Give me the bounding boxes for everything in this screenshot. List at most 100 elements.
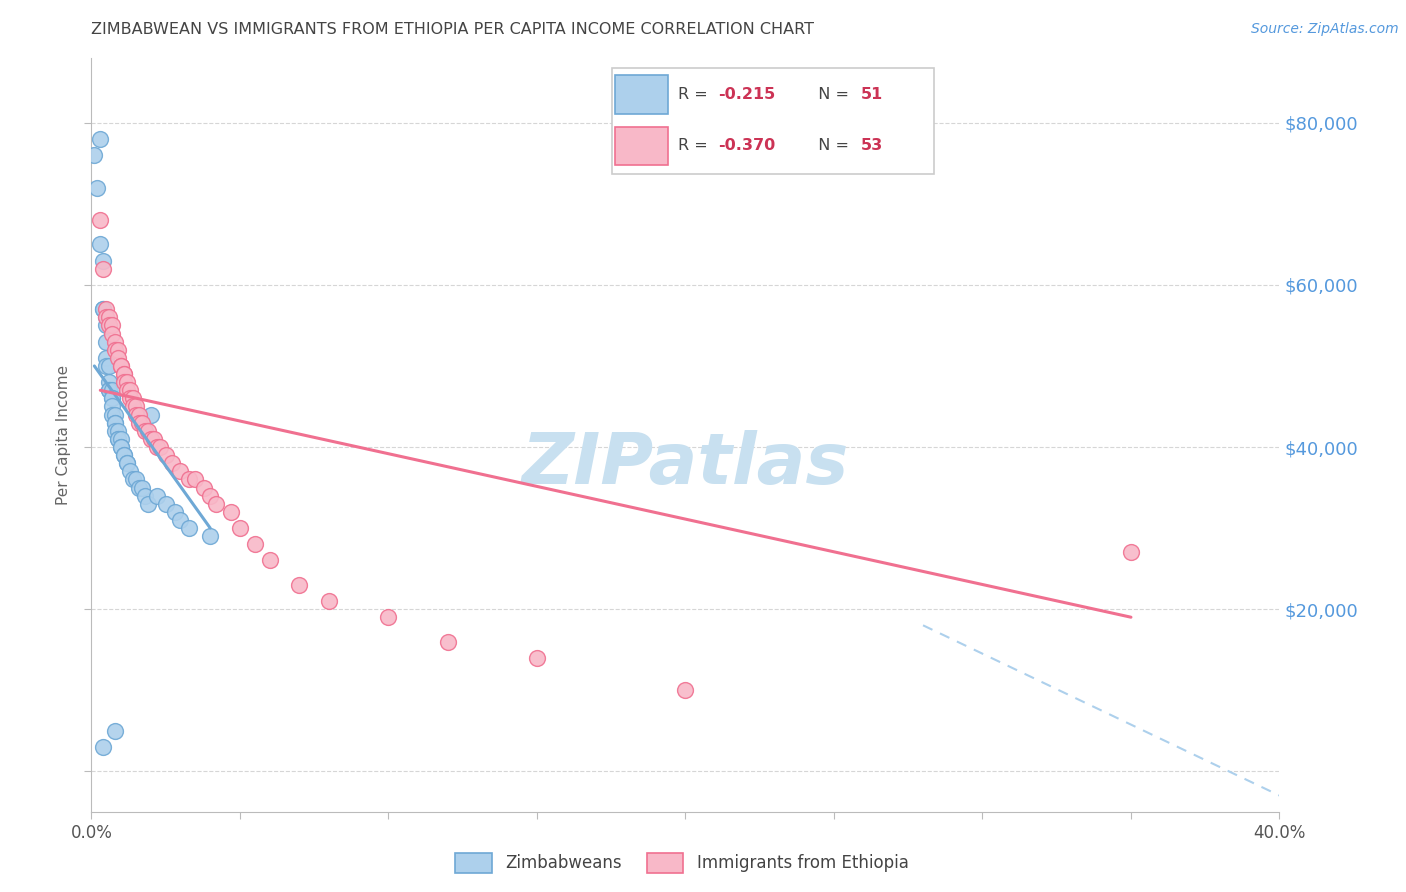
Point [200,489,222,503]
Point [96,359,118,373]
Text: ZIPatlas: ZIPatlas [522,431,849,500]
Point [160,456,183,470]
Point [115,456,138,470]
Point [112,375,135,389]
Point [89,237,111,252]
Point [112,367,135,381]
Point [107,432,129,446]
Point [104,723,127,738]
Point [110,440,132,454]
Point [96,334,118,349]
Point [179,472,201,486]
Point [104,416,127,430]
Point [139,432,162,446]
Point [101,318,124,333]
Point [86,180,108,194]
Point [101,384,124,398]
Point [91,302,114,317]
Point [318,594,340,608]
Point [110,359,132,373]
Point [122,472,145,486]
Point [101,408,124,422]
Point [101,400,124,414]
Point [131,481,153,495]
Point [112,448,135,462]
Point [96,310,118,325]
Point [179,521,201,535]
Point [259,553,281,567]
Point [91,302,114,317]
Point [205,497,228,511]
Point [96,318,118,333]
Text: Source: ZipAtlas.com: Source: ZipAtlas.com [1251,22,1399,37]
Point [110,440,132,454]
Point [673,683,696,698]
Point [104,424,127,438]
Point [96,302,118,317]
Point [110,359,132,373]
Point [89,132,111,146]
Point [136,497,159,511]
Point [125,472,148,486]
Point [96,310,118,325]
Point [115,384,138,398]
Point [163,505,186,519]
Point [134,424,156,438]
Point [436,634,458,648]
Point [193,481,215,495]
Point [136,424,159,438]
Point [107,432,129,446]
Text: ZIMBABWEAN VS IMMIGRANTS FROM ETHIOPIA PER CAPITA INCOME CORRELATION CHART: ZIMBABWEAN VS IMMIGRANTS FROM ETHIOPIA P… [91,22,814,37]
Point [145,440,167,454]
Point [139,408,162,422]
Point [96,351,118,365]
Point [155,497,177,511]
Point [89,213,111,227]
Point [83,148,105,162]
Point [128,408,150,422]
Point [112,448,135,462]
Point [145,489,167,503]
Point [122,392,145,406]
Point [98,318,121,333]
Point [128,481,150,495]
Y-axis label: Per Capita Income: Per Capita Income [56,365,72,505]
Point [98,359,121,373]
Legend: Zimbabweans, Immigrants from Ethiopia: Zimbabweans, Immigrants from Ethiopia [449,847,915,880]
Point [288,578,311,592]
Point [104,343,127,357]
Point [91,253,114,268]
Point [125,408,148,422]
Point [1119,545,1142,559]
Point [98,310,121,325]
Point [243,537,266,551]
Point [115,375,138,389]
Point [134,489,156,503]
Point [104,334,127,349]
Point [184,472,207,486]
Point [107,424,129,438]
Point [149,440,172,454]
Point [107,343,129,357]
Point [142,432,165,446]
Point [131,416,153,430]
Point [219,505,242,519]
Point [98,384,121,398]
Point [229,521,252,535]
Point [98,384,121,398]
Point [107,351,129,365]
Point [110,432,132,446]
Point [169,513,191,527]
Point [118,392,141,406]
Point [155,448,177,462]
Point [169,464,191,478]
Point [101,392,124,406]
Point [118,464,141,478]
Point [104,416,127,430]
Point [101,326,124,341]
Point [91,739,114,754]
Point [115,456,138,470]
Point [101,392,124,406]
Point [526,650,548,665]
Point [91,261,114,276]
